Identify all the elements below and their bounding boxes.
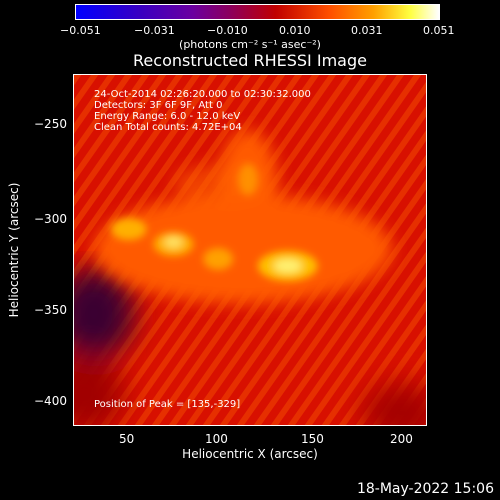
colorbar-tick: −0.051 [60,24,101,37]
colorbar-tick: 0.010 [279,24,311,37]
heatmap [74,75,426,425]
y-axis-label: Heliocentric Y (arcsec) [7,182,21,318]
y-tick-label: −400 [34,394,67,408]
y-tick-label: −350 [34,303,67,317]
detectors: Detectors: 3F 6F 9F, Att 0 [94,100,223,111]
colorbar [75,4,440,20]
colorbar-tick: −0.031 [134,24,175,37]
x-tick-label: 150 [301,432,324,446]
peak-position: Position of Peak = [135,-329] [94,399,241,410]
plot-timestamp: 18-May-2022 15:06 [356,481,494,497]
x-tick-label: 100 [205,432,228,446]
colorbar-tick: 0.051 [423,24,455,37]
rhessi-image: 24-Oct-2014 02:26:20.000 to 02:30:32.000… [73,74,427,426]
y-tick-label: −300 [34,212,67,226]
x-tick-label: 50 [119,432,135,446]
energy-range: Energy Range: 6.0 - 12.0 keV [94,111,241,122]
colorbar-units: (photons cm⁻² s⁻¹ asec⁻²) [179,38,321,51]
x-axis-label: Heliocentric X (arcsec) [182,447,318,461]
colorbar-tick: 0.031 [351,24,383,37]
time-range: 24-Oct-2014 02:26:20.000 to 02:30:32.000 [94,89,311,100]
x-tick-label: 200 [390,432,413,446]
image-title: Reconstructed RHESSI Image [133,51,367,70]
y-tick-label: −250 [34,117,67,131]
colorbar-tick: −0.010 [207,24,248,37]
clean-counts: Clean Total counts: 4.72E+04 [94,122,242,133]
